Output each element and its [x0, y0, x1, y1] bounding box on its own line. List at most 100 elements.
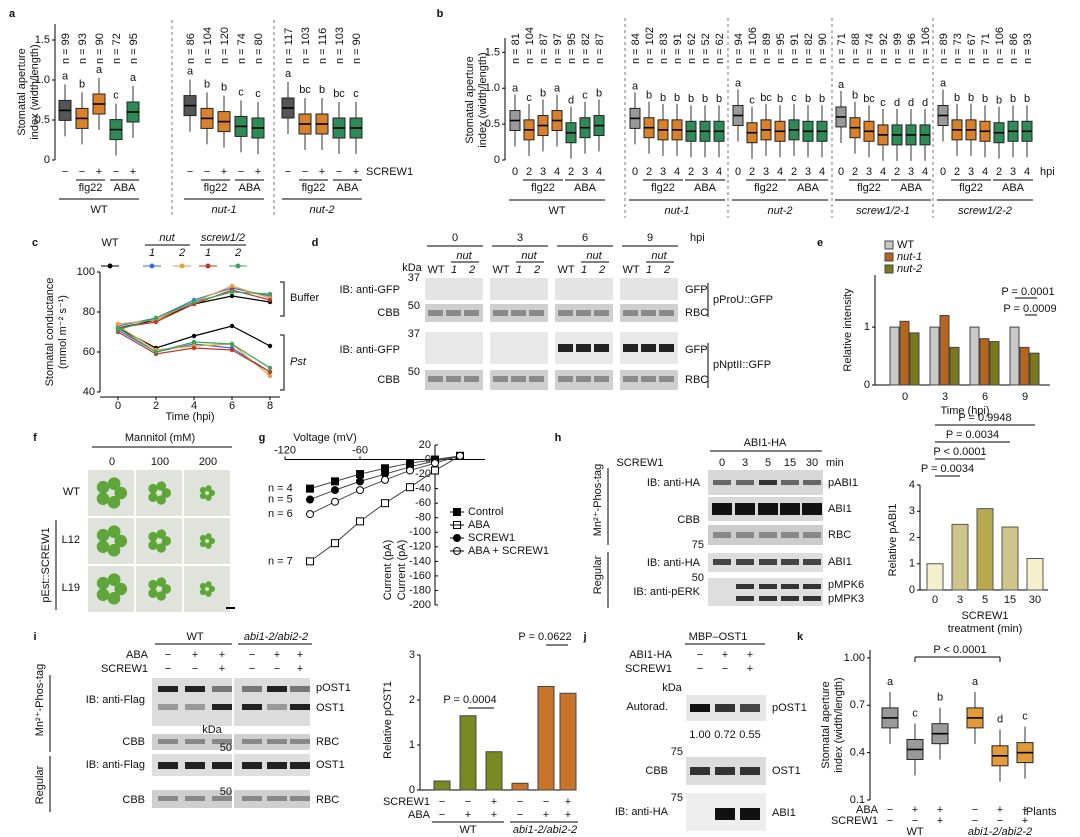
band — [267, 796, 287, 801]
y-tick-label: 1 — [909, 558, 915, 570]
significance-letter: bc — [863, 93, 875, 105]
band — [759, 532, 777, 538]
n-label: n = 95 — [775, 33, 787, 64]
label: ABA — [336, 182, 359, 194]
y-tick-label: -140 — [409, 555, 431, 567]
significance-letter: c — [238, 86, 244, 98]
band — [511, 310, 526, 316]
significance-letter: bc — [333, 88, 345, 100]
point — [306, 495, 314, 504]
x-tick-label: 2 — [996, 166, 1002, 178]
label: pMPK3 — [828, 593, 864, 605]
label: 1 — [646, 264, 652, 276]
plant-leaf — [96, 540, 110, 554]
label: Buffer — [290, 292, 319, 304]
y-tick-label: 0 — [409, 784, 415, 796]
band — [803, 559, 821, 565]
label: flg22 — [959, 182, 983, 194]
band — [212, 686, 232, 692]
sign: + — [491, 796, 497, 808]
sign: − — [697, 649, 703, 661]
sign: − — [79, 166, 85, 178]
x-tick-label: 3 — [942, 391, 948, 403]
sign: − — [113, 166, 119, 178]
y-tick-label: 0.1 — [850, 794, 865, 806]
significance-letter: b — [319, 84, 325, 96]
label: screw1/2 — [201, 232, 245, 244]
label: ABA — [1002, 182, 1025, 194]
label: nut — [586, 250, 602, 262]
label: 50 — [220, 786, 232, 798]
band — [212, 704, 232, 710]
plant-leaf — [148, 531, 158, 542]
label: WT — [557, 264, 574, 276]
x-tick-label: 2 — [749, 166, 755, 178]
blot — [425, 332, 483, 364]
point — [431, 459, 439, 468]
label: Regular — [592, 555, 604, 594]
sign: − — [972, 815, 978, 827]
sign: − — [274, 663, 280, 675]
x-tick-label: 2 — [894, 166, 900, 178]
x-tick-label: 3 — [702, 166, 708, 178]
n-label: n = 91 — [672, 33, 684, 64]
band — [242, 739, 262, 744]
significance-letter: c — [113, 90, 119, 102]
x-tick-label: 2 — [954, 166, 960, 178]
y-tick-label: 2 — [909, 531, 915, 543]
sign: − — [887, 815, 893, 827]
significance-letter: b — [954, 92, 960, 104]
band — [242, 796, 262, 801]
y-tick-label: 0 — [909, 584, 915, 596]
band — [576, 376, 591, 382]
point — [267, 369, 273, 375]
x-tick-label: 4 — [674, 166, 680, 178]
label: 75 — [671, 746, 683, 758]
point — [229, 347, 235, 353]
band — [740, 767, 760, 775]
plant-leaf — [96, 480, 110, 494]
point — [153, 319, 159, 325]
label: treatment (min) — [948, 623, 1023, 635]
plant-leaf — [156, 529, 167, 539]
band — [736, 480, 754, 485]
plant-leaf — [156, 481, 167, 491]
sign: + — [297, 649, 303, 661]
sign: + — [219, 649, 225, 661]
label: RBC — [685, 374, 708, 386]
bar — [939, 315, 950, 386]
x-tick-label: 2 — [646, 166, 652, 178]
y-axis-label: Current (pA) — [382, 540, 394, 601]
significance-letter: a — [554, 82, 561, 94]
band — [641, 344, 656, 352]
label: Pst — [290, 356, 307, 368]
y-axis-label: Stomatal aperture — [464, 56, 476, 143]
band — [781, 559, 799, 565]
panel-letter: d — [312, 237, 319, 249]
label: pEst::SCREW1 — [40, 527, 52, 602]
x-tick-label: 2 — [568, 166, 574, 178]
plant-leaf — [156, 495, 166, 505]
label: ABA — [574, 182, 597, 194]
plant-leaf — [199, 588, 207, 596]
significance-letter: b — [221, 82, 227, 94]
label: P = 0.0034 — [946, 429, 999, 441]
y-tick-label: 0.7 — [850, 699, 865, 711]
n-label: n = 73 — [952, 33, 964, 64]
band — [158, 762, 178, 769]
label: 2 — [468, 264, 475, 276]
point — [267, 365, 273, 371]
x-tick-label: 0 — [632, 166, 638, 178]
sign: − — [165, 663, 171, 675]
plant-leaf — [205, 590, 212, 597]
legend-swatch — [884, 252, 894, 262]
x-tick-label: 3 — [957, 594, 963, 606]
label: IB: anti-GFP — [339, 344, 400, 356]
bar — [433, 780, 451, 791]
bar — [559, 692, 577, 791]
label: ABI1 — [828, 556, 852, 568]
point — [229, 283, 235, 289]
label: flg22 — [857, 182, 881, 194]
band — [464, 310, 479, 316]
x-axis-label: Time (hpi) — [165, 411, 214, 423]
